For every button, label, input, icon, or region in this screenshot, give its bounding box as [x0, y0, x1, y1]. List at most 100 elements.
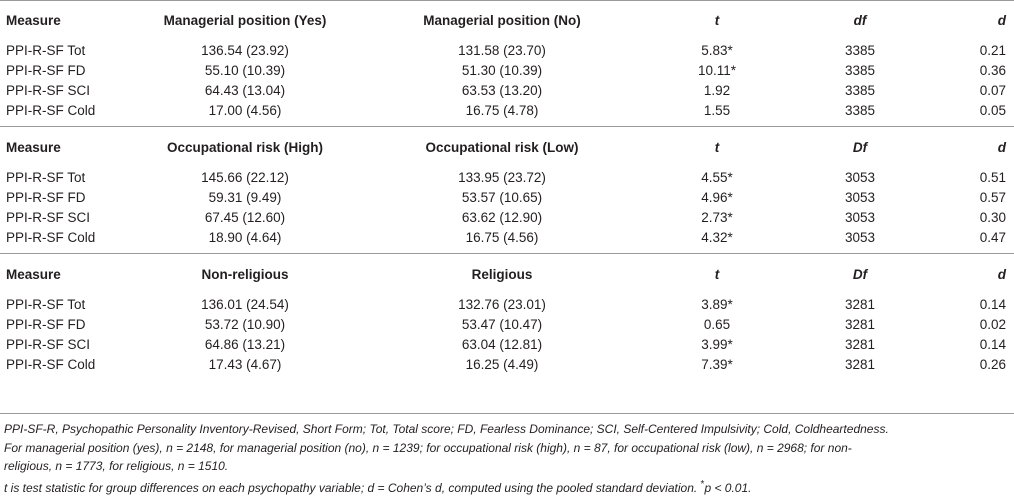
- results-table: Measure Managerial position (Yes) Manage…: [0, 0, 1014, 374]
- cell-group2: 132.76 (23.01): [458, 296, 546, 312]
- cell-group1: 64.86 (13.21): [204, 336, 286, 352]
- header-df: Df: [852, 266, 868, 282]
- cell-group2: 53.57 (10.65): [461, 189, 543, 205]
- cell-group1: 59.31 (9.49): [208, 189, 282, 205]
- cell-group2: 51.30 (10.39): [461, 62, 543, 78]
- cell-df: 3385: [844, 82, 876, 98]
- table-row: PPI-R-SF FD 59.31 (9.49) 53.57 (10.65) 4…: [0, 187, 1014, 207]
- cell-d: 0.51: [979, 169, 1006, 185]
- significance-threshold: p < 0.01.: [704, 480, 752, 495]
- cell-t: 0.65: [703, 316, 731, 332]
- footnote-statistics-text: t is test statistic for group difference…: [4, 480, 698, 495]
- cell-group2: 16.75 (4.78): [465, 102, 539, 118]
- header-t: t: [714, 266, 720, 282]
- cell-measure: PPI-R-SF Cold: [6, 356, 96, 372]
- table-row: PPI-R-SF Cold 17.43 (4.67) 16.25 (4.49) …: [0, 354, 1014, 374]
- table-row: PPI-R-SF Tot 136.54 (23.92) 131.58 (23.7…: [0, 40, 1014, 60]
- cell-t: 3.99*: [701, 336, 733, 352]
- header-group1: Occupational risk (High): [166, 139, 324, 155]
- cell-d: 0.02: [979, 316, 1006, 332]
- cell-group1: 136.01 (24.54): [201, 296, 289, 312]
- table-row: PPI-R-SF FD 53.72 (10.90) 53.47 (10.47) …: [0, 314, 1014, 334]
- cell-group1: 18.90 (4.64): [208, 229, 282, 245]
- table-row: PPI-R-SF Cold 18.90 (4.64) 16.75 (4.56) …: [0, 227, 1014, 247]
- cell-group2: 53.47 (10.47): [461, 316, 543, 332]
- cell-d: 0.57: [979, 189, 1006, 205]
- cell-d: 0.36: [979, 62, 1006, 78]
- footnote-statistics: t is test statistic for group difference…: [4, 476, 1010, 498]
- section-divider: [0, 247, 1014, 254]
- significance-star: *: [700, 478, 705, 490]
- cell-group1: 53.72 (10.90): [204, 316, 286, 332]
- cell-d: 0.26: [979, 356, 1006, 372]
- section-divider: [0, 120, 1014, 127]
- table-row: PPI-R-SF SCI 67.45 (12.60) 63.62 (12.90)…: [0, 207, 1014, 227]
- cell-group2: 131.58 (23.70): [458, 42, 546, 58]
- header-measure: Measure: [6, 139, 61, 155]
- cell-t: 4.96*: [701, 189, 733, 205]
- cell-df: 3053: [844, 229, 876, 245]
- cell-measure: PPI-R-SF FD: [6, 189, 86, 205]
- table-row: PPI-R-SF Tot 145.66 (22.12) 133.95 (23.7…: [0, 167, 1014, 187]
- table-row: PPI-R-SF FD 55.10 (10.39) 51.30 (10.39) …: [0, 60, 1014, 80]
- header-group2: Religious: [471, 266, 533, 282]
- cell-t: 3.89*: [701, 296, 733, 312]
- cell-df: 3385: [844, 62, 876, 78]
- cell-d: 0.07: [979, 82, 1006, 98]
- cell-df: 3053: [844, 169, 876, 185]
- cell-group2: 63.53 (13.20): [461, 82, 543, 98]
- cell-t: 1.92: [703, 82, 731, 98]
- cell-df: 3053: [844, 189, 876, 205]
- cell-group1: 17.00 (4.56): [208, 102, 282, 118]
- table-row: PPI-R-SF Cold 17.00 (4.56) 16.75 (4.78) …: [0, 100, 1014, 120]
- cell-t: 4.32*: [701, 229, 733, 245]
- cell-measure: PPI-R-SF Tot: [6, 296, 86, 312]
- header-df: Df: [852, 139, 868, 155]
- cell-d: 0.30: [979, 209, 1006, 225]
- cell-d: 0.21: [979, 42, 1006, 58]
- cell-measure: PPI-R-SF FD: [6, 62, 86, 78]
- header-group2: Occupational risk (Low): [425, 139, 579, 155]
- header-measure: Measure: [6, 266, 61, 282]
- cell-measure: PPI-R-SF SCI: [6, 209, 91, 225]
- cell-group1: 55.10 (10.39): [204, 62, 286, 78]
- cell-df: 3053: [844, 209, 876, 225]
- cell-group1: 17.43 (4.67): [208, 356, 282, 372]
- cell-t: 7.39*: [701, 356, 733, 372]
- header-d: d: [997, 266, 1006, 282]
- cell-t: 5.83*: [701, 42, 733, 58]
- table-row: PPI-R-SF Tot 136.01 (24.54) 132.76 (23.0…: [0, 294, 1014, 314]
- cell-df: 3385: [844, 42, 876, 58]
- section-header: Measure Managerial position (Yes) Manage…: [0, 0, 1014, 40]
- cell-df: 3281: [844, 296, 876, 312]
- cell-t: 4.55*: [701, 169, 733, 185]
- table-bottom-rule: [0, 413, 1014, 414]
- cell-group2: 16.75 (4.56): [465, 229, 539, 245]
- footnote-abbreviations: PPI-SF-R, Psychopathic Personality Inven…: [4, 422, 889, 436]
- cell-d: 0.05: [979, 102, 1006, 118]
- footnote-sample-sizes-cont: religious, n = 1773, for religious, n = …: [4, 459, 229, 474]
- header-group1: Managerial position (Yes): [163, 12, 327, 28]
- cell-group1: 64.43 (13.04): [204, 82, 286, 98]
- cell-d: 0.14: [979, 296, 1006, 312]
- cell-df: 3281: [844, 356, 876, 372]
- table-row: PPI-R-SF SCI 64.86 (13.21) 63.04 (12.81)…: [0, 334, 1014, 354]
- cell-measure: PPI-R-SF Tot: [6, 169, 86, 185]
- cell-df: 3281: [844, 336, 876, 352]
- cell-group2: 16.25 (4.49): [465, 356, 539, 372]
- cell-t: 10.11*: [697, 62, 737, 78]
- cell-measure: PPI-R-SF Cold: [6, 229, 96, 245]
- table-top-rule: [0, 0, 1014, 1]
- cell-d: 0.14: [979, 336, 1006, 352]
- cell-df: 3281: [844, 316, 876, 332]
- table-footnotes: PPI-SF-R, Psychopathic Personality Inven…: [4, 420, 1010, 497]
- header-t: t: [714, 12, 720, 28]
- section-header: Measure Non-religious Religious t Df d: [0, 254, 1014, 295]
- cell-group2: 133.95 (23.72): [458, 169, 546, 185]
- cell-df: 3385: [844, 102, 876, 118]
- header-df: df: [853, 12, 867, 28]
- cell-t: 1.55: [703, 102, 731, 118]
- cell-t: 2.73*: [701, 209, 733, 225]
- header-group2: Managerial position (No): [423, 12, 581, 28]
